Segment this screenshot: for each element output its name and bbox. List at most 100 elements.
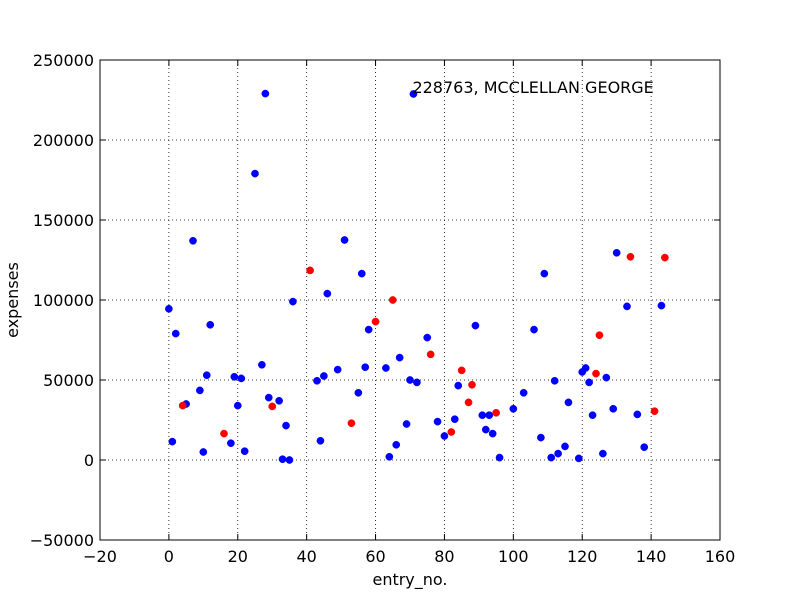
y-tick-label: 50000 <box>43 371 94 390</box>
data-point-red <box>306 266 314 275</box>
data-point-blue <box>333 365 342 374</box>
data-point-blue <box>409 90 418 98</box>
data-point-blue <box>395 353 404 362</box>
data-point-blue <box>481 425 490 434</box>
x-tick-label: 140 <box>636 547 667 566</box>
x-tick-label: 20 <box>228 547 248 566</box>
x-tick-label: 160 <box>705 547 736 566</box>
data-point-blue <box>354 388 363 397</box>
data-point-blue <box>313 376 321 385</box>
data-point-red <box>626 252 635 261</box>
data-point-blue <box>364 325 373 334</box>
data-point-blue <box>485 411 494 420</box>
data-point-red <box>371 317 380 326</box>
data-point-red <box>592 369 600 378</box>
axis-ticks: −20 0 20 40 60 80 100 120 140 160 −50000 0 50000 1000… <box>30 51 736 566</box>
data-point-red <box>220 429 228 438</box>
data-point-red <box>468 380 476 389</box>
data-point-blue <box>251 169 259 178</box>
data-point-blue <box>402 420 411 428</box>
x-axis-label: entry_no. <box>372 570 447 590</box>
data-point-red <box>492 408 500 417</box>
data-point-blue <box>581 364 590 372</box>
data-point-blue <box>233 401 242 410</box>
data-point-blue <box>165 304 173 313</box>
data-point-blue <box>258 360 266 369</box>
data-point-blue <box>574 454 583 463</box>
data-point-red <box>268 402 277 411</box>
data-point-blue <box>206 320 215 329</box>
data-point-blue <box>537 433 545 442</box>
y-tick-label: 250000 <box>33 51 94 70</box>
data-point-blue <box>623 302 631 311</box>
y-axis-label: expenses <box>3 262 22 338</box>
data-point-blue <box>413 378 421 387</box>
x-tick-label: 40 <box>296 547 316 566</box>
data-point-blue <box>423 333 432 342</box>
data-point-blue <box>316 436 325 445</box>
data-point-blue <box>357 269 366 278</box>
data-point-blue <box>433 417 442 426</box>
data-point-blue <box>612 248 621 257</box>
data-point-blue <box>196 386 204 395</box>
data-point-blue <box>278 455 287 464</box>
data-point-blue <box>240 447 249 456</box>
data-point-blue <box>202 371 211 380</box>
data-point-red <box>426 350 435 359</box>
data-point-blue <box>495 453 504 462</box>
data-point-blue <box>550 376 559 385</box>
data-point-blue <box>285 456 294 464</box>
y-tick-label: −50000 <box>30 531 94 550</box>
data-point-blue <box>561 442 569 451</box>
x-tick-label: 120 <box>567 547 598 566</box>
data-point-red <box>464 398 473 407</box>
data-point-blue <box>275 396 283 405</box>
data-point-blue <box>585 378 593 387</box>
data-point-blue <box>392 440 401 449</box>
data-point-blue <box>237 374 246 383</box>
data-point-blue <box>602 373 611 382</box>
data-point-blue <box>361 363 370 372</box>
data-point-blue <box>189 236 197 245</box>
data-points <box>165 89 669 464</box>
data-point-red <box>661 253 669 262</box>
data-point-blue <box>440 432 449 440</box>
data-point-blue <box>588 411 597 420</box>
data-point-red <box>178 401 187 410</box>
data-point-blue <box>227 439 235 448</box>
data-point-blue <box>540 269 549 278</box>
y-tick-label: 200000 <box>33 131 94 150</box>
x-tick-label: −20 <box>83 547 117 566</box>
data-point-blue <box>289 297 297 306</box>
data-point-blue <box>478 411 487 420</box>
data-point-blue <box>230 372 239 381</box>
data-point-blue <box>340 236 349 244</box>
data-point-blue <box>171 329 180 338</box>
data-point-red <box>457 366 466 375</box>
x-tick-label: 0 <box>164 547 174 566</box>
data-point-blue <box>564 398 573 407</box>
y-tick-label: 0 <box>84 451 94 470</box>
data-point-blue <box>609 404 618 413</box>
data-point-red <box>347 419 356 428</box>
data-point-blue <box>488 429 497 438</box>
data-point-blue <box>633 410 642 419</box>
data-point-blue <box>450 415 459 424</box>
data-point-blue <box>519 388 528 397</box>
data-point-blue <box>199 448 208 456</box>
data-point-blue <box>471 321 480 330</box>
data-point-blue <box>323 289 332 298</box>
data-point-blue <box>382 364 390 372</box>
y-tick-label: 100000 <box>33 291 94 310</box>
data-point-blue <box>406 376 414 384</box>
grid <box>100 60 720 540</box>
x-tick-label: 100 <box>498 547 529 566</box>
data-point-red <box>595 331 604 340</box>
data-point-blue <box>530 325 538 334</box>
data-point-blue <box>640 443 649 452</box>
point-annotation: 228763, MCCLELLAN GEORGE <box>412 78 653 97</box>
data-point-blue <box>385 452 394 461</box>
data-point-blue <box>264 393 273 402</box>
x-tick-label: 60 <box>365 547 385 566</box>
